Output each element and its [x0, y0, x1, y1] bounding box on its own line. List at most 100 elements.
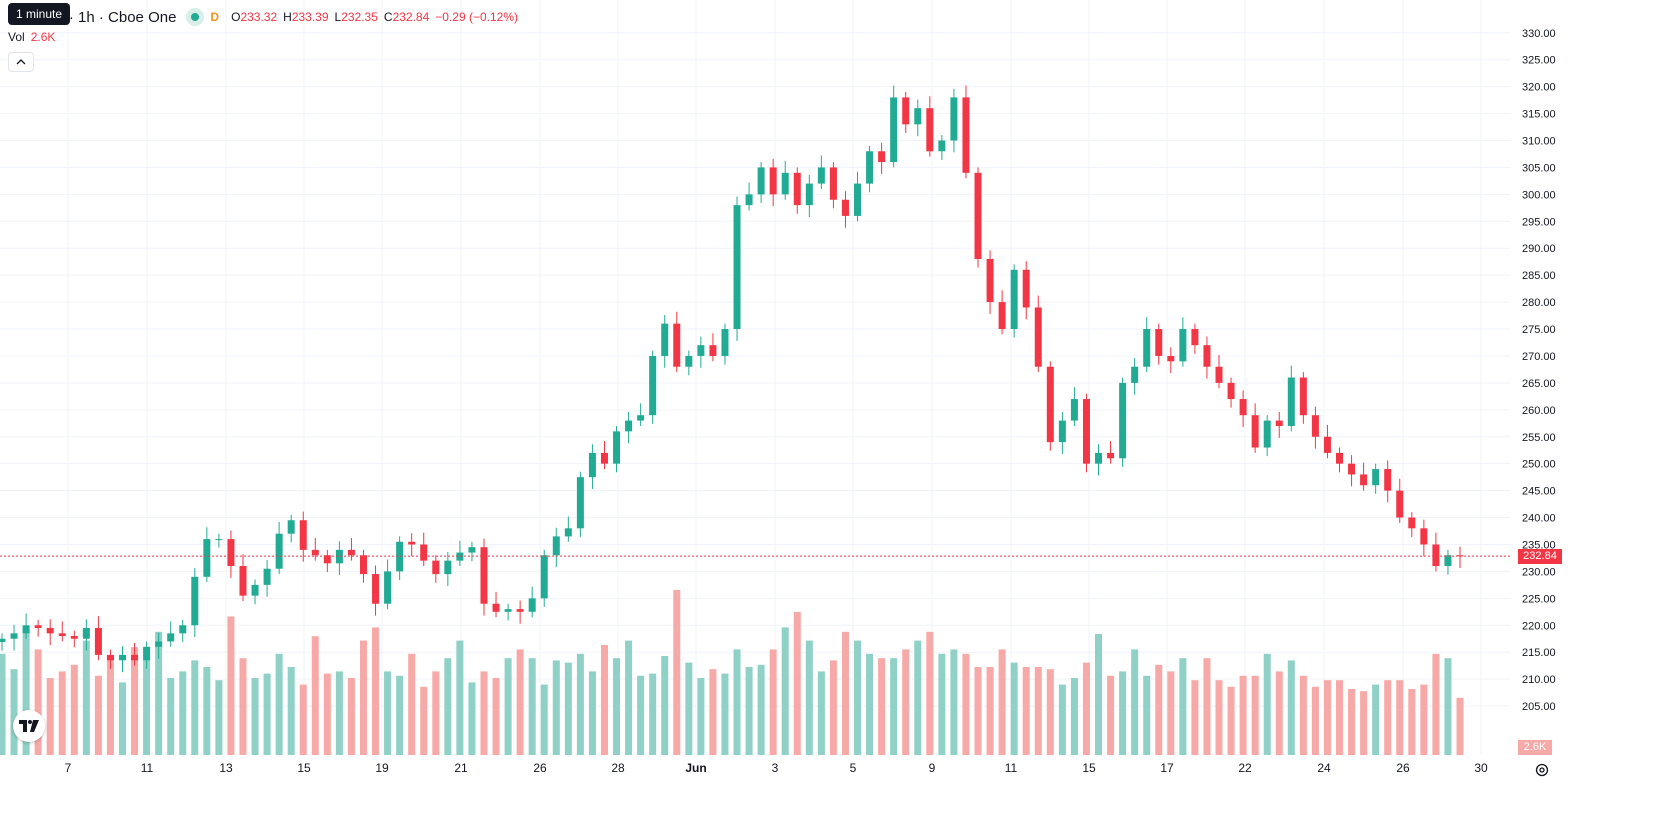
volume-bar: [600, 645, 608, 755]
candle-body: [564, 528, 572, 537]
volume-bar: [323, 673, 331, 755]
volume-bar: [1456, 697, 1464, 755]
candle-body: [528, 598, 536, 612]
candle-body: [1010, 269, 1018, 330]
candle-body: [347, 549, 355, 556]
volume-bar: [480, 671, 488, 755]
volume-bar: [890, 658, 898, 755]
volume-bar: [685, 662, 693, 755]
price-tick-label: 250.00: [1522, 459, 1556, 471]
volume-bar: [227, 616, 235, 755]
volume-bar: [540, 684, 548, 755]
candle-body: [22, 625, 30, 634]
candle-body: [456, 552, 464, 561]
candle-body: [841, 199, 849, 216]
price-tick-label: 265.00: [1522, 378, 1556, 390]
price-tick-label: 245.00: [1522, 486, 1556, 498]
volume-bar: [335, 671, 343, 755]
last-price-tag: 232.84: [1518, 549, 1562, 565]
candle-body: [1299, 377, 1307, 416]
price-tick-label: 305.00: [1522, 162, 1556, 174]
time-tick-label: 7: [65, 761, 72, 775]
volume-bar: [384, 671, 392, 755]
volume-bar: [878, 658, 886, 755]
candle-body: [275, 533, 283, 569]
candle-body: [673, 323, 681, 367]
price-tick-label: 215.00: [1522, 647, 1556, 659]
price-tick-label: 295.00: [1522, 216, 1556, 228]
candle-body: [1360, 474, 1368, 486]
candle-body: [649, 355, 657, 416]
time-tick-label: 26: [1396, 761, 1410, 775]
candle-body: [1408, 517, 1416, 529]
volume-bar: [1275, 671, 1283, 755]
volume-bar: [10, 669, 18, 755]
candle-body: [709, 345, 717, 356]
volume-bar: [1384, 680, 1392, 755]
candle-body: [1155, 329, 1163, 356]
volume-bar: [1131, 649, 1139, 755]
price-tick-label: 235.00: [1522, 539, 1556, 551]
volume-bar: [275, 653, 283, 755]
candle-body: [251, 584, 259, 596]
volume-bar: [34, 649, 42, 755]
volume-bar: [854, 640, 862, 755]
candle-body: [1167, 355, 1175, 362]
candle-body: [1432, 544, 1440, 567]
candle-body: [817, 167, 825, 184]
candle-body: [239, 566, 247, 596]
volume-bar: [1287, 660, 1295, 755]
candle-body: [998, 302, 1006, 330]
collapse-legend-button[interactable]: [8, 52, 34, 72]
volume-bar: [962, 653, 970, 755]
volume-bars: [0, 590, 1464, 755]
change-value: −0.29 (−0.12%): [435, 10, 519, 24]
volume-bar: [155, 631, 163, 755]
candle-body: [1275, 420, 1283, 426]
candle-body: [1251, 415, 1259, 448]
gear-icon[interactable]: [1534, 762, 1550, 778]
candle-body: [781, 172, 789, 195]
volume-bar: [94, 675, 102, 755]
candle-body: [986, 259, 994, 303]
volume-bar: [239, 658, 247, 755]
time-tick-label: 30: [1474, 761, 1488, 775]
candle-body: [10, 633, 18, 639]
time-tick-label: 11: [141, 761, 154, 775]
tradingview-logo-icon[interactable]: [13, 710, 45, 742]
candle-body: [721, 329, 729, 356]
candle-body: [323, 555, 331, 564]
volume-bar: [468, 682, 476, 755]
time-tick-label: 26: [533, 761, 547, 775]
volume-bar: [805, 640, 813, 755]
volume-bar: [46, 678, 54, 755]
volume-bar: [1239, 675, 1247, 755]
volume-bar: [793, 612, 801, 755]
time-tick-label: 15: [297, 761, 311, 775]
volume-bar: [649, 673, 657, 755]
volume-bar: [1010, 662, 1018, 755]
candle-body: [769, 167, 777, 195]
volume-bar: [1215, 680, 1223, 755]
close-value: 232.84: [392, 10, 430, 24]
candle-body: [504, 609, 512, 612]
candle-body: [1227, 382, 1235, 400]
volume-bar: [769, 649, 777, 755]
ohlc-values: O233.32 H233.39 L232.35 C232.84 −0.29 (−…: [231, 10, 518, 24]
volume-bar: [516, 649, 524, 755]
volume-bar: [866, 653, 874, 755]
candle-body: [938, 140, 946, 152]
volume-bar: [902, 649, 910, 755]
volume-bar: [1119, 671, 1127, 755]
volume-bar: [1336, 680, 1344, 755]
volume-bar: [1311, 686, 1319, 755]
volume-bar: [444, 658, 452, 755]
time-tick-label: 3: [772, 761, 779, 775]
candle-body: [1372, 469, 1380, 486]
candle-body: [697, 345, 705, 356]
candle-body: [444, 560, 452, 575]
volume-bar: [396, 675, 404, 755]
volume-bar: [70, 664, 78, 755]
candle-body: [1191, 329, 1199, 346]
